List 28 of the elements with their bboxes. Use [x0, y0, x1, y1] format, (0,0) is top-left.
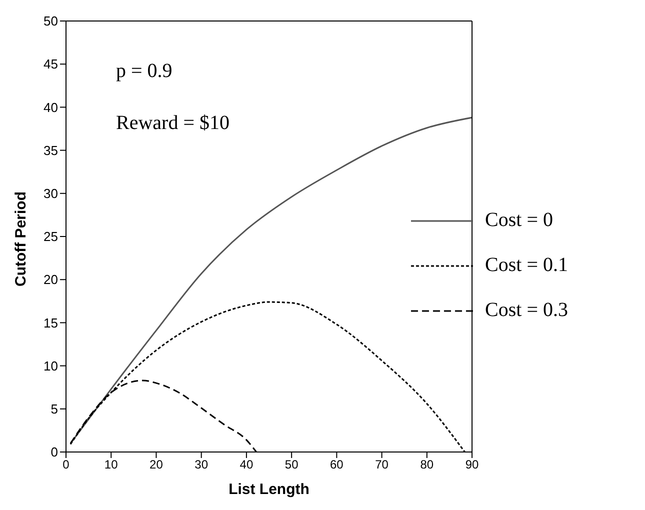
x-tick-label: 30: [194, 458, 208, 472]
y-tick-label: 10: [44, 358, 58, 374]
y-tick-label: 15: [44, 315, 58, 330]
y-tick-label: 5: [50, 402, 58, 417]
x-tick-label: 40: [240, 458, 254, 472]
x-axis-title: List Length: [228, 481, 310, 498]
y-tick-label: 45: [44, 56, 58, 72]
y-tick-label: 25: [44, 229, 58, 244]
y-tick-label: 50: [44, 14, 58, 29]
x-tick-label: 60: [330, 458, 344, 472]
y-tick-label: 20: [44, 272, 58, 288]
legend-label: Cost = 0: [485, 209, 553, 232]
y-tick-label: 0: [50, 444, 58, 460]
x-tick-label: 10: [104, 458, 118, 472]
y-tick-label: 40: [44, 100, 58, 115]
x-tick-label: 50: [284, 458, 299, 472]
y-tick-label: 30: [44, 186, 58, 202]
x-tick-label: 90: [465, 458, 480, 472]
y-axis-title: Cutoff Period: [12, 192, 30, 286]
y-tick-label: 35: [44, 142, 58, 158]
legend-label: Cost = 0.3: [485, 299, 568, 322]
legend-label: Cost = 0.1: [485, 254, 568, 277]
x-tick-label: 70: [375, 458, 389, 472]
x-tick-label: 0: [62, 458, 70, 472]
annotation: p = 0.9: [116, 60, 172, 83]
x-tick-label: 20: [150, 458, 164, 472]
x-tick-label: 80: [420, 458, 434, 472]
annotation: Reward = $10: [116, 112, 230, 135]
